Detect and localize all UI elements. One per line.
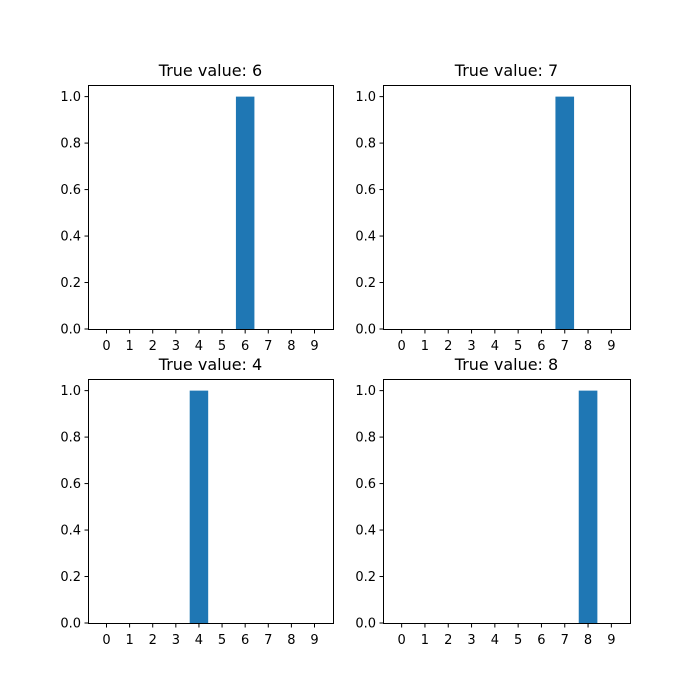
x-tick-label: 4 <box>491 339 499 354</box>
x-tick-label: 6 <box>537 633 545 648</box>
bar-4 <box>189 390 209 623</box>
x-tick-label: 4 <box>491 633 499 648</box>
y-tick-label: 0.6 <box>355 477 376 492</box>
x-tick-label: 7 <box>264 633 272 648</box>
x-tick-label: 8 <box>584 633 592 648</box>
x-tick-label: 0 <box>398 339 406 354</box>
y-tick-label: 0.0 <box>60 323 81 338</box>
y-tick-label: 0.4 <box>60 230 81 245</box>
x-tick-label: 5 <box>514 633 522 648</box>
y-tick-label: 0.2 <box>355 570 376 585</box>
x-tick-label: 7 <box>561 339 569 354</box>
x-tick-label: 0 <box>102 633 110 648</box>
y-tick-label: 0.0 <box>60 617 81 632</box>
y-tick-label: 1.0 <box>355 90 376 105</box>
y-tick-label: 0.8 <box>60 137 81 152</box>
x-tick-label: 1 <box>421 339 429 354</box>
subplot-1: 0 1 2 3 4 5 6 7 8 9 0.0 0.2 0.4 0.6 0.8 1.0 True value: … <box>60 61 334 354</box>
x-tick-label: 9 <box>310 633 318 648</box>
y-tick-label: 1.0 <box>60 384 81 399</box>
x-tick-label: 9 <box>607 633 615 648</box>
y-tick-label: 0.4 <box>60 524 81 539</box>
y-tick-label: 1.0 <box>60 90 81 105</box>
y-tick-label: 0.4 <box>355 524 376 539</box>
x-tick-label: 6 <box>241 339 249 354</box>
y-tick-label: 0.8 <box>355 431 376 446</box>
x-tick-label: 8 <box>287 339 295 354</box>
x-tick-label: 4 <box>195 633 203 648</box>
x-tick-label: 6 <box>241 633 249 648</box>
x-tick-label: 3 <box>467 339 475 354</box>
y-tick-label: 0.8 <box>355 137 376 152</box>
x-tick-label: 5 <box>514 339 522 354</box>
x-tick-label: 2 <box>149 339 157 354</box>
x-tick-label: 2 <box>444 339 452 354</box>
subplot-3: 0 1 2 3 4 5 6 7 8 9 0.0 0.2 0.4 0.6 0.8 1.0 True value: … <box>60 355 334 648</box>
axes-frame <box>88 379 334 624</box>
x-tick-label: 0 <box>102 339 110 354</box>
x-tick-label: 0 <box>398 633 406 648</box>
bar-6 <box>235 96 255 329</box>
x-tick-label: 8 <box>287 633 295 648</box>
x-tick-label: 7 <box>264 339 272 354</box>
x-tick-label: 9 <box>310 339 318 354</box>
bar-8 <box>578 390 598 623</box>
x-tick-label: 2 <box>149 633 157 648</box>
x-tick-label: 1 <box>125 633 133 648</box>
x-tick-label: 1 <box>125 339 133 354</box>
x-tick-label: 5 <box>218 339 226 354</box>
y-tick-label: 0.2 <box>60 276 81 291</box>
y-tick-label: 0.6 <box>60 477 81 492</box>
y-tick-label: 0.0 <box>355 617 376 632</box>
subplot-title: True value: 8 <box>454 355 558 374</box>
subplot-2: 0 1 2 3 4 5 6 7 8 9 0.0 0.2 0.4 0.6 0.8 1.0 True value: … <box>355 61 631 354</box>
axes-frame <box>88 85 334 330</box>
x-tick-label: 5 <box>218 633 226 648</box>
axes-frame <box>383 379 631 624</box>
y-tick-label: 0.6 <box>60 183 81 198</box>
y-tick-label: 0.8 <box>60 431 81 446</box>
x-tick-label: 8 <box>584 339 592 354</box>
y-tick-label: 0.2 <box>355 276 376 291</box>
subplot-title: True value: 6 <box>158 61 262 80</box>
axes-frame <box>383 85 631 330</box>
y-tick-label: 0.4 <box>355 230 376 245</box>
x-tick-label: 6 <box>537 339 545 354</box>
y-tick-label: 0.0 <box>355 323 376 338</box>
bar-7 <box>555 96 575 329</box>
y-tick-label: 0.6 <box>355 183 376 198</box>
y-tick-label: 1.0 <box>355 384 376 399</box>
subplot-title: True value: 7 <box>454 61 558 80</box>
x-tick-label: 1 <box>421 633 429 648</box>
subplot-4: 0 1 2 3 4 5 6 7 8 9 0.0 0.2 0.4 0.6 0.8 1.0 True value: … <box>355 355 631 648</box>
x-tick-label: 9 <box>607 339 615 354</box>
x-tick-label: 3 <box>467 633 475 648</box>
y-tick-label: 0.2 <box>60 570 81 585</box>
x-tick-label: 4 <box>195 339 203 354</box>
x-tick-label: 3 <box>172 339 180 354</box>
subplot-title: True value: 4 <box>158 355 262 374</box>
x-tick-label: 3 <box>172 633 180 648</box>
x-tick-label: 7 <box>561 633 569 648</box>
x-tick-label: 2 <box>444 633 452 648</box>
